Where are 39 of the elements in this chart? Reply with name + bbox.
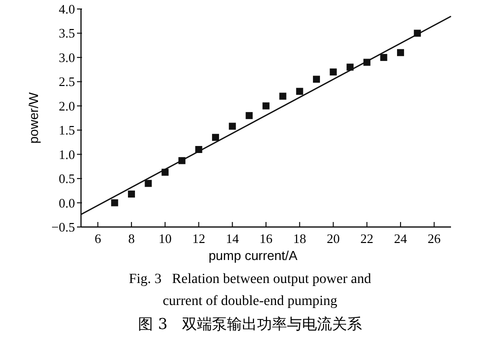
x-tick-label: 12 [192, 231, 206, 246]
point [246, 112, 253, 120]
x-tick-label: 8 [128, 231, 135, 246]
point [380, 54, 388, 61]
x-tick-label: 10 [158, 231, 172, 246]
y-tick-label: 2.0 [58, 98, 75, 114]
point [296, 88, 304, 95]
text: current of double-end pumping [162, 294, 338, 309]
x-tick-label: 14 [226, 231, 240, 246]
y-tick-label: 3.0 [58, 50, 75, 65]
point [144, 180, 152, 187]
point [262, 102, 270, 110]
caption: Fig. 3 Relation between output power and [128, 272, 372, 287]
x-tick-label: 16 [260, 231, 273, 246]
y-tick-label: −0.5 [51, 220, 75, 234]
x-tick-label: 18 [293, 231, 306, 246]
point [330, 68, 337, 76]
x-axis-title: pump current/A [208, 248, 298, 263]
y-tick-label: 0.5 [58, 171, 75, 186]
x-tick-label: 20 [326, 231, 340, 246]
point [279, 92, 286, 100]
y-tick-label: 3.5 [58, 26, 75, 41]
point [212, 134, 220, 141]
x-tick-label: 6 [94, 231, 102, 246]
y-axis-title: power/W [26, 92, 41, 144]
x-tick-label: 26 [428, 231, 442, 246]
point [111, 199, 118, 206]
y-tick-label: 0.0 [58, 195, 75, 210]
y-tick-label: 4.0 [58, 2, 75, 16]
point [397, 49, 404, 56]
y-tick-label: 1.0 [58, 146, 75, 162]
point [228, 122, 236, 130]
point [128, 190, 135, 198]
y-tick-label: 2.5 [58, 74, 75, 90]
y-tick-label: 1.5 [58, 122, 75, 138]
caption: 图 3 双端泵输出功率与电流关系 [138, 315, 362, 333]
point [312, 76, 320, 83]
x-tick-label: 22 [360, 231, 374, 246]
x-tick-label: 24 [394, 231, 408, 246]
